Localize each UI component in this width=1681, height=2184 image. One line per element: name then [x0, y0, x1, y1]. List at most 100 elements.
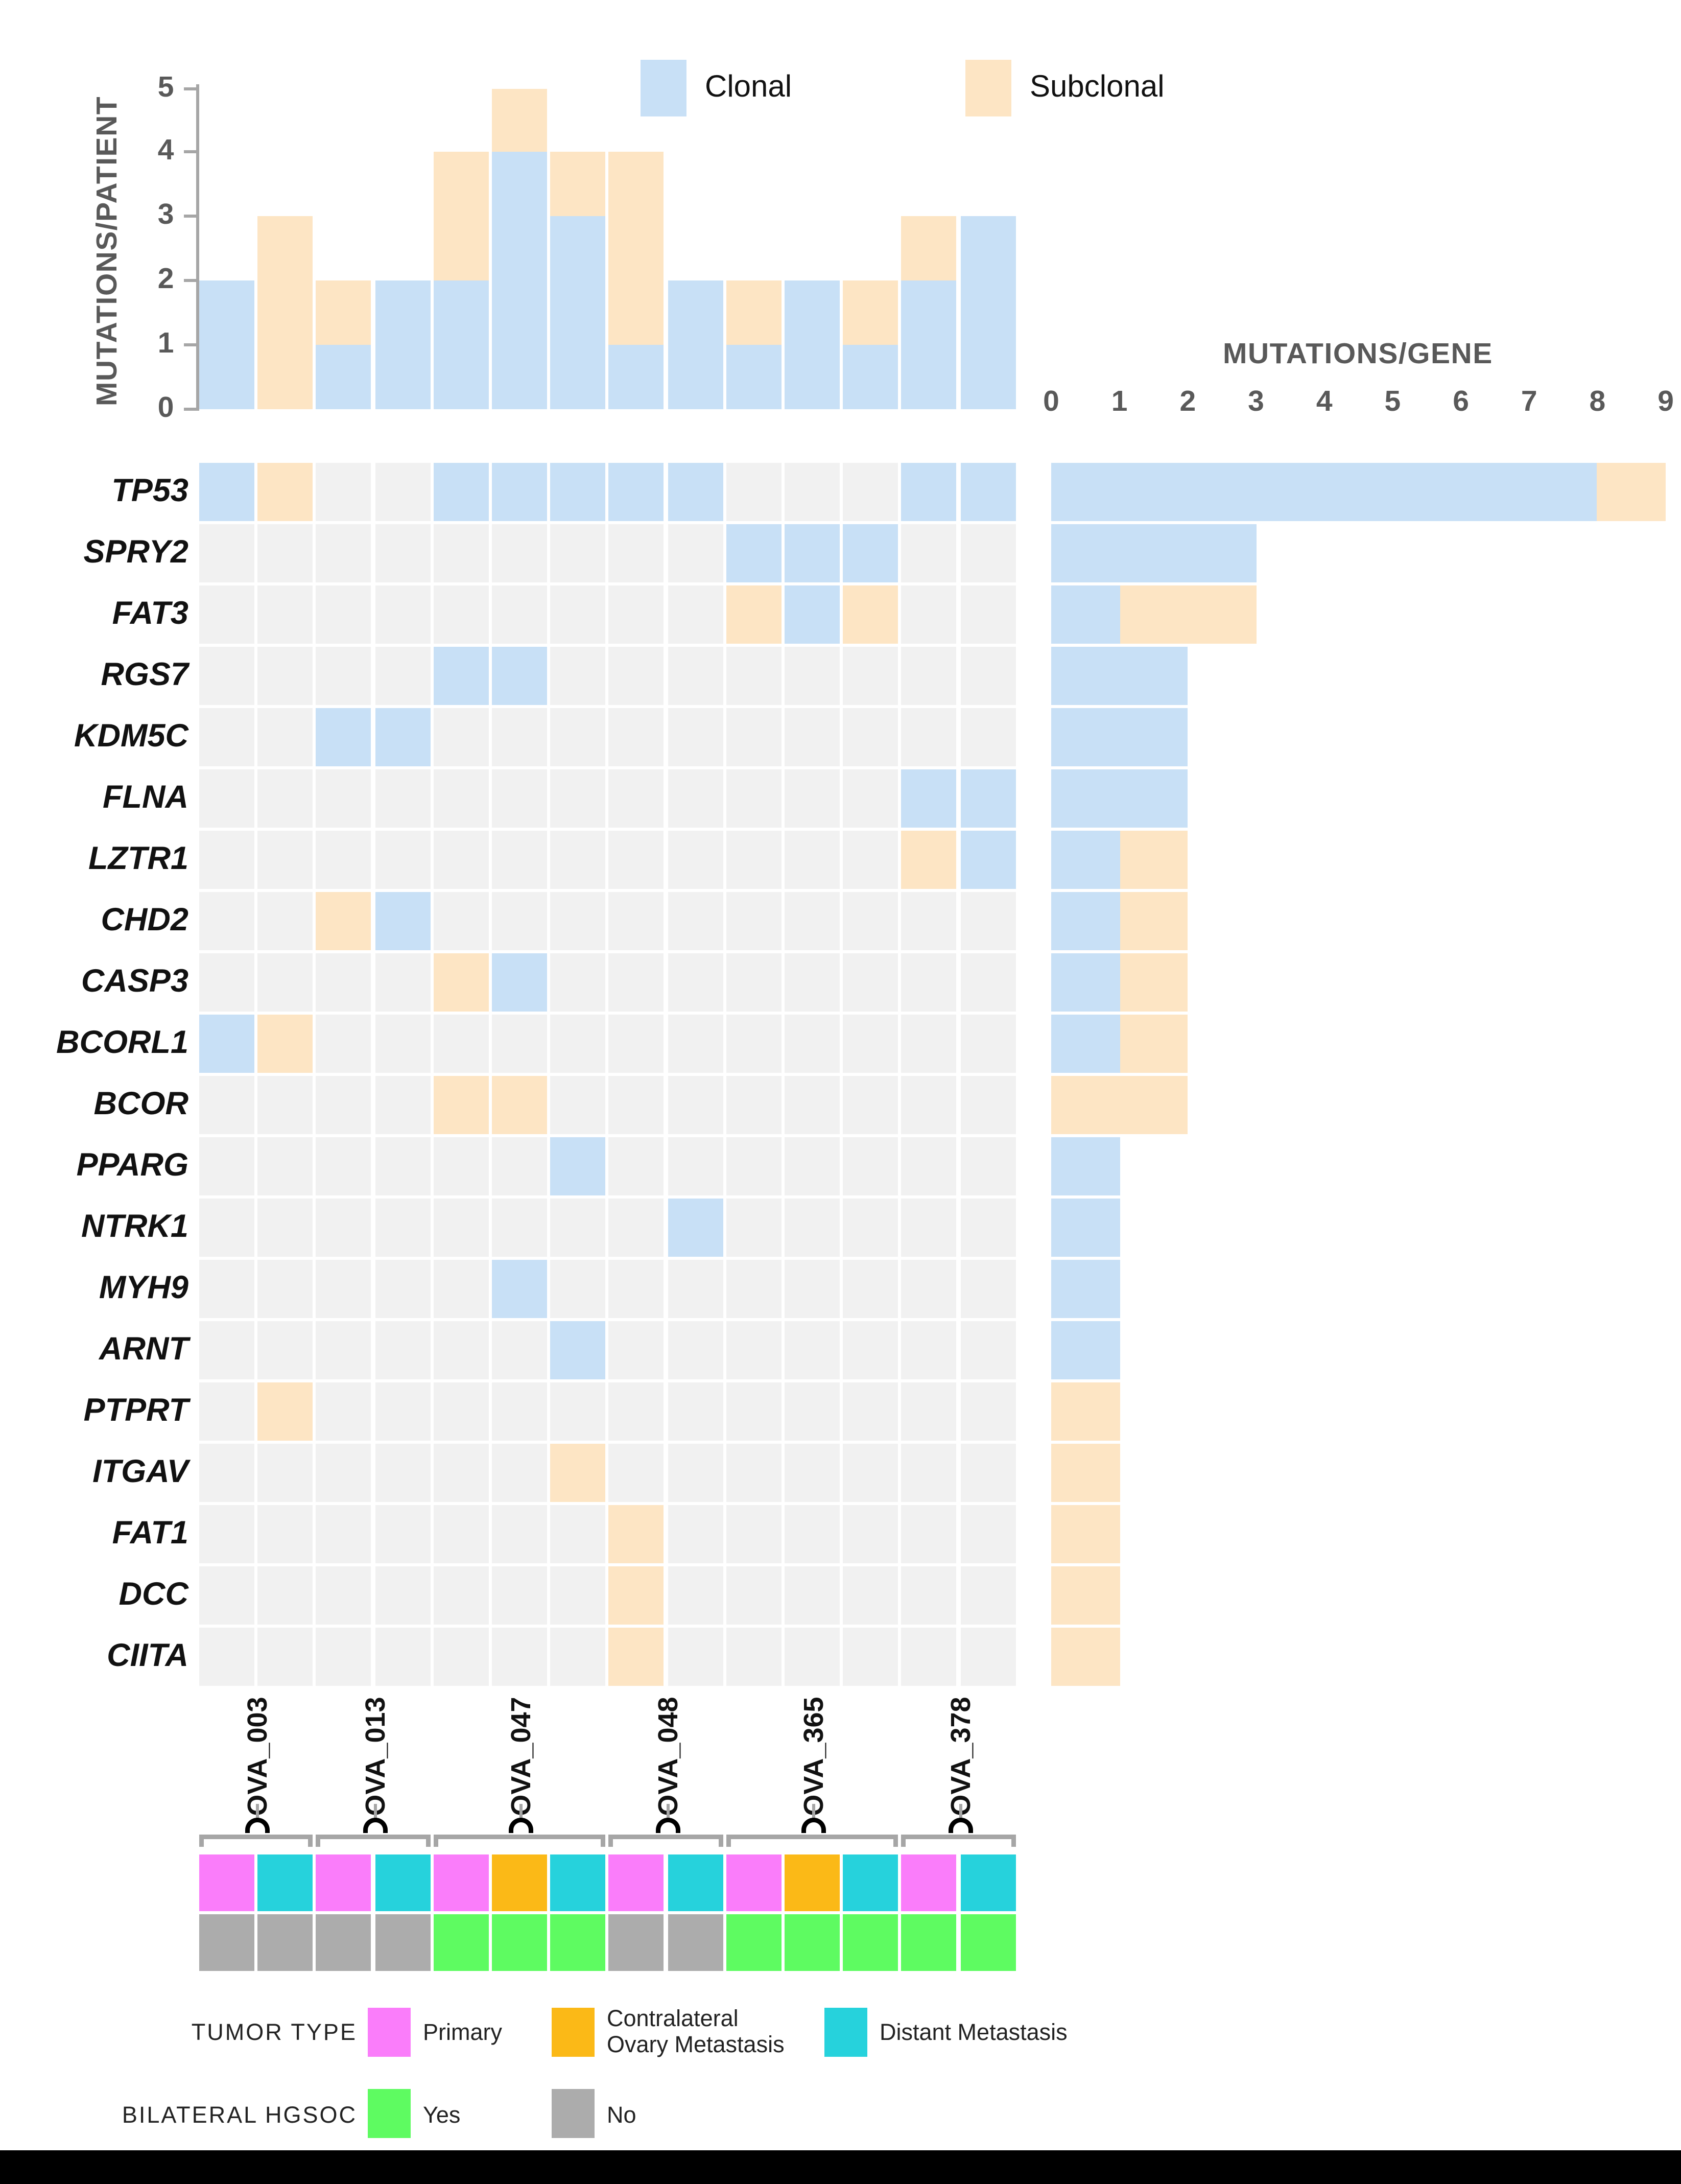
- y-axis-tick-label: 3: [157, 199, 174, 232]
- gene-bar-subclonal: [1051, 1382, 1120, 1441]
- gene-bar-clonal: [1051, 1015, 1120, 1073]
- heatmap-cell: [316, 585, 372, 644]
- gene-bar-subclonal: [1119, 1015, 1188, 1073]
- heatmap-cell: [374, 585, 430, 644]
- heatmap-cell: [843, 1015, 898, 1073]
- heatmap-cell: [433, 647, 489, 705]
- primary-swatch: [368, 2008, 411, 2057]
- heatmap-cell: [257, 463, 313, 521]
- sample-label-stub: [519, 1804, 523, 1819]
- heatmap-cell: [902, 647, 957, 705]
- heatmap-cell: [550, 647, 606, 705]
- heatmap-cell: [843, 892, 898, 950]
- legend-clonal-item: Clonal: [641, 60, 792, 116]
- tumor-type-cell: [609, 1854, 665, 1911]
- heatmap-cell: [785, 769, 840, 828]
- gene-label: NTRK1: [81, 1209, 188, 1244]
- heatmap-cell: [726, 1076, 782, 1134]
- heatmap-cell: [843, 585, 898, 644]
- gene-label: TP53: [111, 474, 188, 509]
- bilateral-hgsoc-cell: [374, 1914, 430, 1971]
- heatmap-cell: [550, 463, 606, 521]
- gene-label: RGS7: [101, 657, 188, 693]
- heatmap-cell: [199, 524, 254, 582]
- heatmap-cell: [433, 1137, 489, 1195]
- heatmap-cell: [492, 647, 547, 705]
- heatmap-cell: [550, 1566, 606, 1625]
- tumor-type-cell: [726, 1854, 782, 1911]
- tumor-type-cell: [667, 1854, 723, 1911]
- heatmap-cell: [550, 1199, 606, 1257]
- gene-label: FLNA: [103, 780, 188, 815]
- bottom-black-bar: [0, 2150, 1681, 2184]
- heatmap-cell: [257, 953, 313, 1012]
- heatmap-cell: [550, 708, 606, 766]
- gene-bar-subclonal: [1051, 1444, 1120, 1502]
- sample-bracket-hook: [245, 1818, 270, 1833]
- heatmap-cell: [492, 524, 547, 582]
- sample-bracket: [199, 1835, 313, 1847]
- patient-bar-clonal: [492, 152, 547, 409]
- gene-axis-tick-label: 9: [1658, 386, 1674, 418]
- heatmap-cell: [492, 585, 547, 644]
- contralateral-label-line2: Ovary Metastasis: [607, 2032, 785, 2059]
- heatmap-cell: [609, 1137, 665, 1195]
- contralateral-label-line1: Contralateral: [607, 2006, 739, 2032]
- heatmap-cell: [960, 1015, 1015, 1073]
- heatmap-cell: [199, 647, 254, 705]
- heatmap-cell: [843, 1505, 898, 1563]
- heatmap-cell: [374, 1199, 430, 1257]
- heatmap-cell: [550, 1137, 606, 1195]
- heatmap-cell: [199, 1444, 254, 1502]
- heatmap-cell: [726, 524, 782, 582]
- heatmap-cell: [667, 1505, 723, 1563]
- bilateral-hgsoc-cell: [667, 1914, 723, 1971]
- gene-label: DCC: [119, 1577, 189, 1612]
- heatmap-cell: [199, 1015, 254, 1073]
- heatmap-cell: [316, 1505, 372, 1563]
- heatmap-cell: [960, 769, 1015, 828]
- heatmap-cell: [199, 1505, 254, 1563]
- heatmap-cell: [316, 1199, 372, 1257]
- heatmap-cell: [667, 953, 723, 1012]
- heatmap-cell: [316, 1137, 372, 1195]
- heatmap-cell: [726, 463, 782, 521]
- heatmap-cell: [374, 524, 430, 582]
- gene-bar-clonal: [1051, 1199, 1120, 1257]
- heatmap-cell: [726, 892, 782, 950]
- gene-bar-clonal: [1051, 647, 1188, 705]
- gene-axis-tick-label: 2: [1179, 386, 1196, 418]
- gene-axis-tick-label: 0: [1043, 386, 1059, 418]
- bilateral-yes-label: Yes: [423, 2103, 461, 2129]
- patient-bar-subclonal: [726, 280, 782, 345]
- tumor-type-cell: [960, 1854, 1015, 1911]
- heatmap-cell: [960, 892, 1015, 950]
- patient-bar-subclonal: [902, 216, 957, 281]
- gene-bar-subclonal: [1051, 1566, 1120, 1625]
- y-axis-tick-label: 1: [157, 328, 174, 361]
- heatmap-cell: [374, 831, 430, 889]
- gene-axis-tick-label: 5: [1384, 386, 1401, 418]
- heatmap-cell: [257, 524, 313, 582]
- heatmap-cell: [374, 1566, 430, 1625]
- gene-label: LZTR1: [88, 841, 188, 877]
- bilateral-hgsoc-cell: [199, 1914, 254, 1971]
- heatmap-cell: [785, 831, 840, 889]
- y-axis-tick: [183, 343, 197, 347]
- heatmap-cell: [667, 463, 723, 521]
- heatmap-cell: [785, 892, 840, 950]
- heatmap-cell: [550, 1444, 606, 1502]
- heatmap-cell: [374, 892, 430, 950]
- sample-bracket-hook: [655, 1818, 680, 1833]
- sample-bracket: [316, 1835, 430, 1847]
- heatmap-cell: [257, 1382, 313, 1441]
- heatmap-cell: [199, 1628, 254, 1686]
- y-axis-tick-label: 2: [157, 264, 174, 296]
- bilateral-hgsoc-cell: [726, 1914, 782, 1971]
- distant-label: Distant Metastasis: [880, 2020, 1068, 2046]
- heatmap-cell: [316, 831, 372, 889]
- heatmap-cell: [726, 647, 782, 705]
- heatmap-cell: [609, 1260, 665, 1318]
- heatmap-cell: [433, 463, 489, 521]
- patient-bar-subclonal: [550, 152, 606, 217]
